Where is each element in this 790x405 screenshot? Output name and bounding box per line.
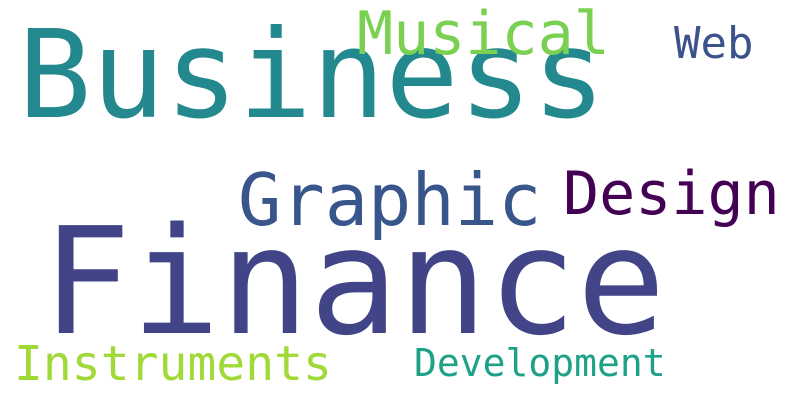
word-business: Business — [18, 4, 606, 146]
word-finance: Finance — [42, 196, 666, 368]
word-musical: Musical — [357, 0, 610, 69]
word-web: Web — [674, 18, 754, 69]
word-instruments: Instruments — [14, 336, 332, 392]
word-graphic: Graphic — [238, 158, 542, 242]
word-design: Design — [563, 159, 780, 229]
word-development: Development — [414, 341, 666, 385]
